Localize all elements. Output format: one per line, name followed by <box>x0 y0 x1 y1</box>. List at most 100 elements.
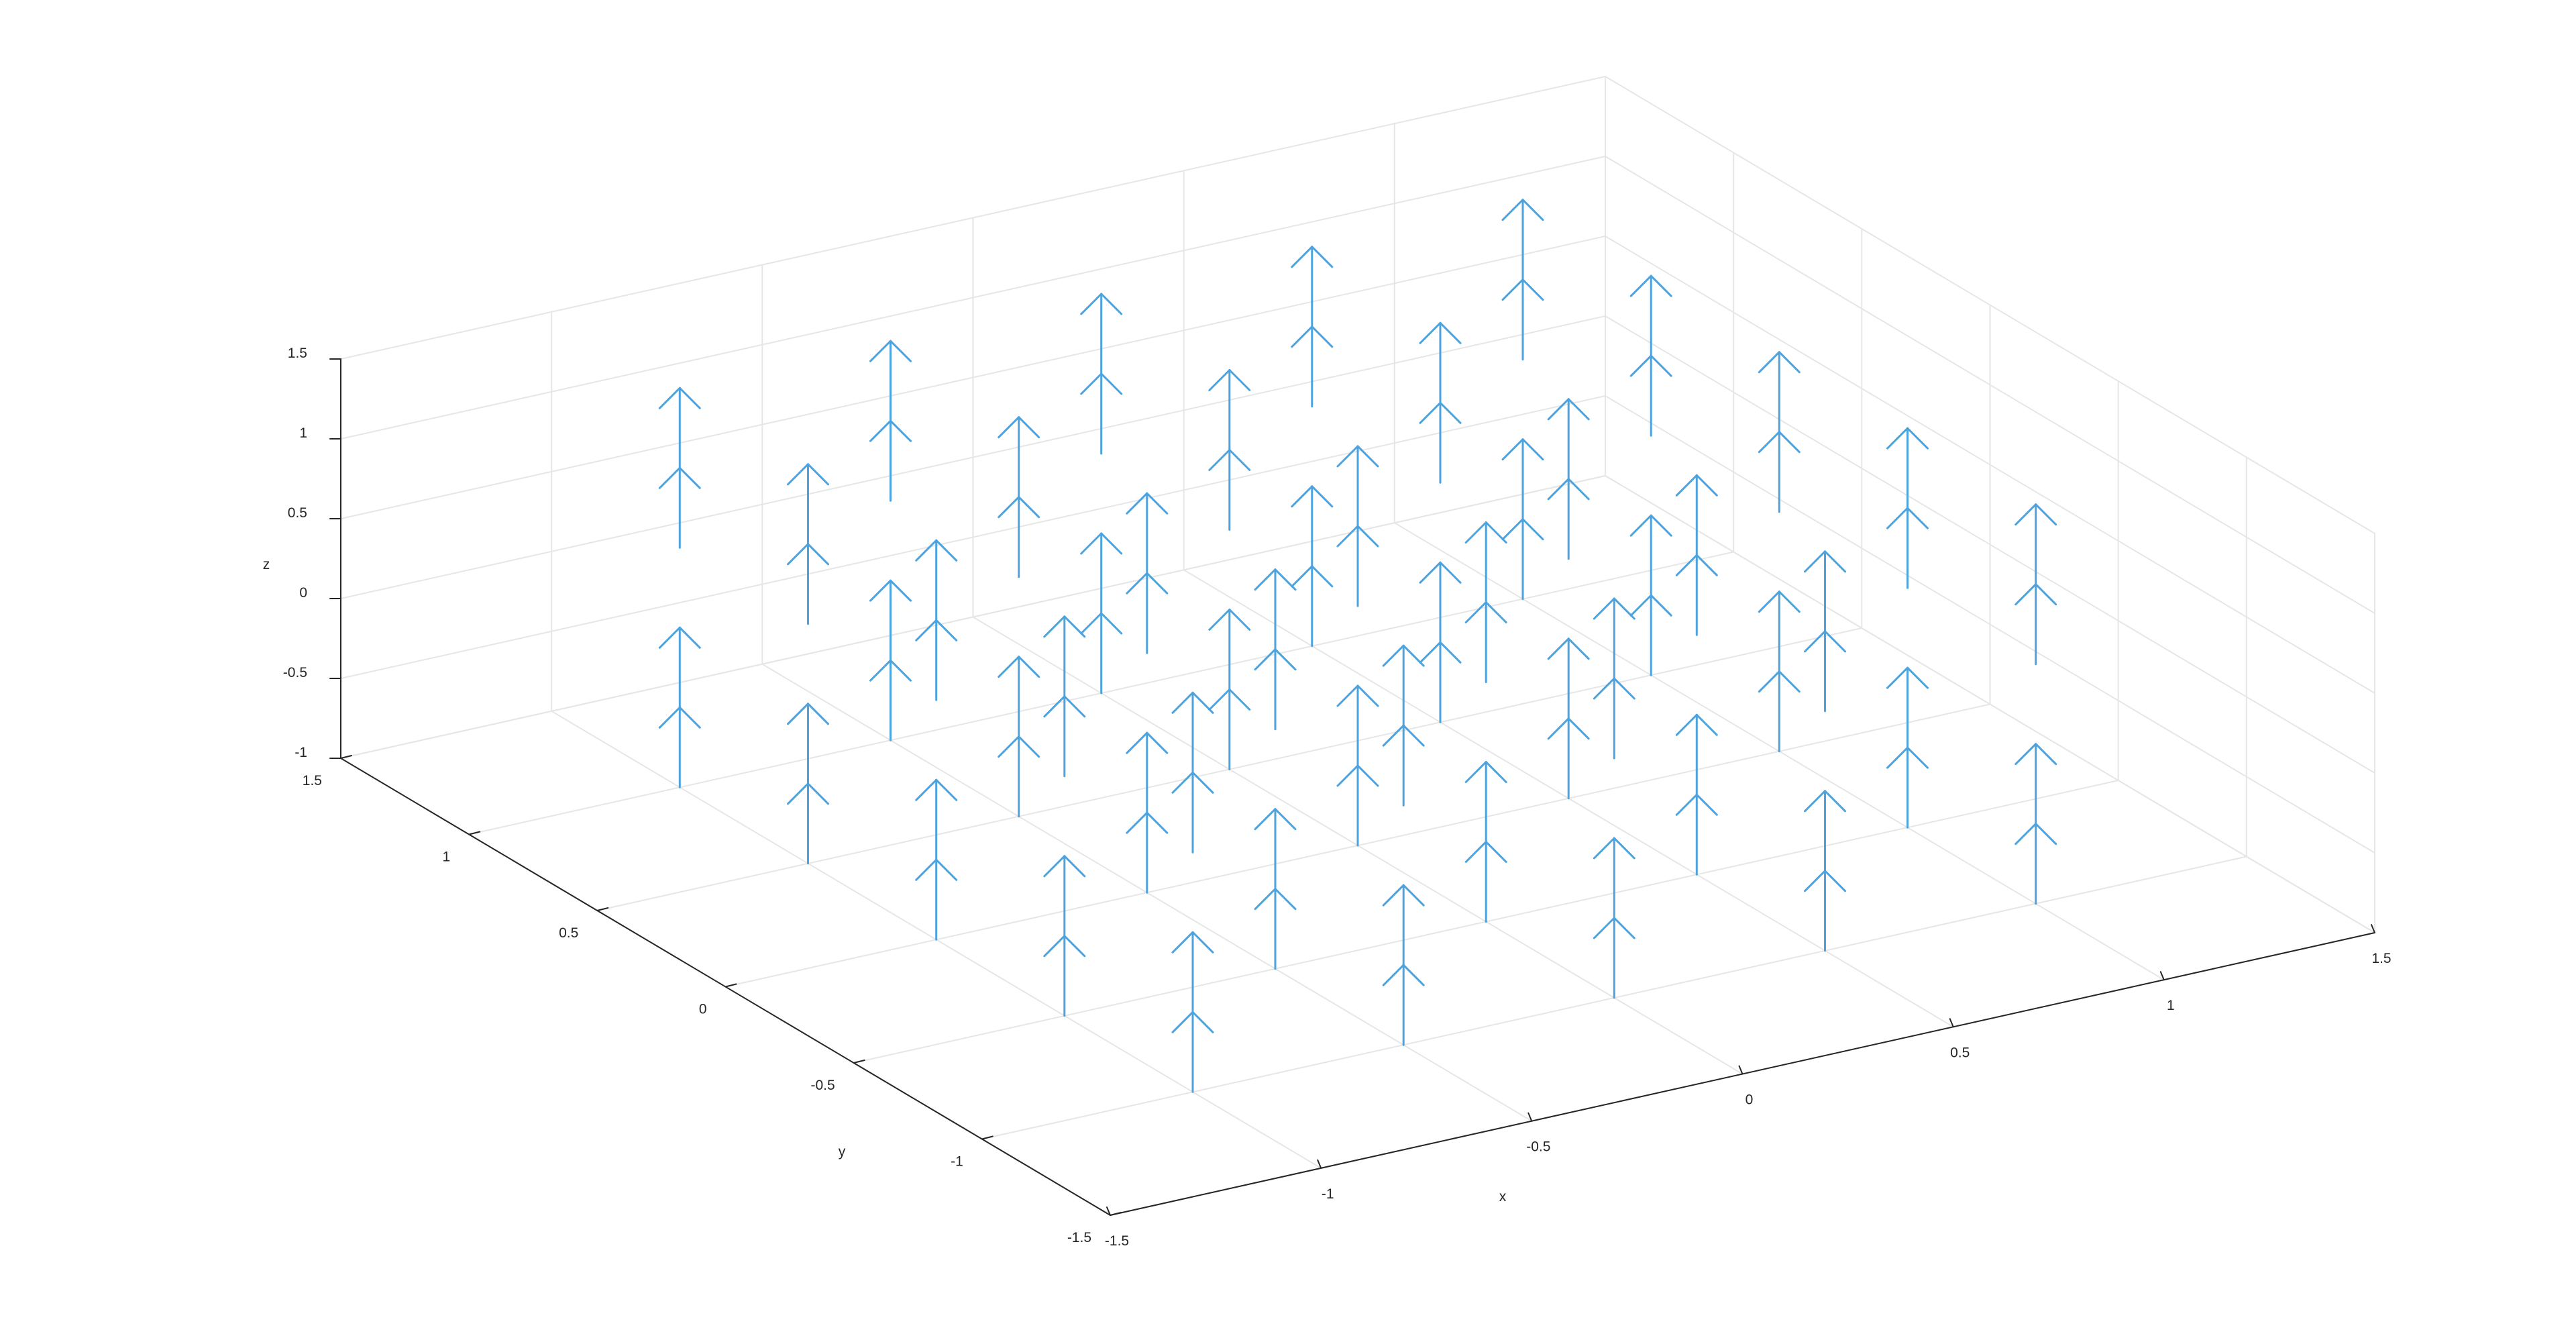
arrow-head-left <box>1171 691 1194 714</box>
back-wall-grid-line <box>340 156 1606 440</box>
arrow-head-left <box>1629 514 1652 537</box>
arrow-head-left <box>1758 670 1780 693</box>
arrow-head-left <box>1043 855 1066 878</box>
arrow-head-right <box>1567 637 1590 660</box>
arrow-head-right <box>1146 492 1169 515</box>
arrow-head-left <box>1171 931 1194 954</box>
quiver-arrow <box>1208 369 1251 451</box>
arrow-head-left <box>1886 746 1909 769</box>
arrow-head-right <box>1146 731 1169 754</box>
y-tick <box>981 1135 994 1140</box>
quiver-arrow <box>1758 670 1801 753</box>
arrow-head-right <box>807 703 829 725</box>
arrow-head-left <box>1886 507 1909 529</box>
quiver-arrow <box>1254 888 1297 970</box>
arrow-head-left <box>1043 615 1066 638</box>
arrow-head-right <box>678 387 701 409</box>
quiver-arrow <box>1382 724 1425 807</box>
quiver-arrow <box>1593 837 1635 919</box>
arrow-head-right <box>1485 841 1507 863</box>
quiver-arrow <box>1080 612 1123 695</box>
arrow-head-right <box>1228 609 1251 631</box>
side-wall-grid-line <box>1605 236 2375 694</box>
arrow-head-right <box>1274 808 1297 831</box>
x-tick-label: -1 <box>1322 1186 1334 1202</box>
x-tick <box>1106 1206 1111 1216</box>
arrow-head-right <box>1356 684 1379 707</box>
arrow-head-left <box>1547 398 1570 421</box>
quiver-arrow <box>998 496 1040 578</box>
arrow-head-left <box>787 703 809 725</box>
arrow-head-right <box>678 466 701 489</box>
arrow-head-right <box>1100 372 1123 395</box>
quiver-arrow <box>1464 841 1507 923</box>
arrow-head-right <box>1063 855 1086 878</box>
quiver-arrow <box>1208 449 1251 531</box>
arrow-head-right <box>1778 351 1801 374</box>
arrow-head-right <box>1311 485 1334 508</box>
back-wall-grid-line <box>340 395 1606 679</box>
quiver-arrow <box>1382 884 1425 966</box>
arrow-head-right <box>1402 724 1425 747</box>
arrow-head-left <box>787 463 809 486</box>
arrow-head-left <box>1804 630 1826 653</box>
arrow-head-left <box>1629 274 1652 297</box>
arrow-head-right <box>1907 427 1929 450</box>
quiver-arrow <box>658 706 701 788</box>
arrow-head-left <box>1501 438 1524 461</box>
arrow-head-right <box>1824 630 1846 653</box>
arrow-head-left <box>1804 550 1826 573</box>
quiver-arrow <box>1629 514 1672 597</box>
quiver-arrow <box>1382 644 1425 727</box>
z-tick-label: 1 <box>299 425 307 441</box>
arrow-head-right <box>1191 1011 1214 1033</box>
arrow-head-right <box>1356 445 1379 468</box>
arrow-head-right <box>1521 518 1544 541</box>
quiver-arrow <box>998 416 1040 499</box>
arrow-head-right <box>935 778 958 801</box>
arrow-head-right <box>1146 572 1169 595</box>
quiver-arrow <box>1501 518 1544 601</box>
arrow-head-left <box>1419 321 1442 344</box>
arrow-head-right <box>1650 514 1672 537</box>
quiver-arrow <box>1419 321 1462 404</box>
quiver-arrow <box>1254 648 1297 731</box>
arrow-head-left <box>1336 525 1359 548</box>
quiver-arrow <box>787 543 829 625</box>
quiver-arrow <box>1464 601 1507 683</box>
z-tick-label: -0.5 <box>283 665 307 680</box>
arrow-head-left <box>1171 771 1194 794</box>
arrow-head-right <box>807 463 829 486</box>
arrow-head-right <box>1311 325 1334 348</box>
arrow-head-right <box>1018 735 1040 758</box>
arrow-head-left <box>998 656 1020 678</box>
quiver-arrow <box>1419 401 1462 484</box>
arrow-head-left <box>787 543 809 566</box>
quiver-arrow <box>1043 695 1086 778</box>
quiver-arrow <box>1382 964 1425 1046</box>
quiver-arrow <box>1886 427 1929 509</box>
quiver-arrow <box>1675 713 1718 796</box>
arrow-head-left <box>1208 688 1231 711</box>
grid-lines <box>340 76 2375 1216</box>
arrow-head-left <box>1254 888 1277 911</box>
arrow-head-left <box>1629 594 1652 617</box>
arrow-head-left <box>1208 449 1231 471</box>
arrow-head-right <box>1191 931 1214 954</box>
arrow-head-left <box>915 619 938 641</box>
arrow-head-right <box>1613 677 1635 700</box>
arrow-head-left <box>998 496 1020 519</box>
quiver-arrow <box>2015 503 2057 586</box>
quiver-arrow <box>1501 199 1544 281</box>
quiver-arrow <box>1675 793 1718 876</box>
arrow-head-left <box>1547 717 1570 740</box>
quiver-arrow <box>1126 731 1169 814</box>
quiver-arrow <box>998 735 1040 818</box>
arrow-head-left <box>1501 518 1524 541</box>
arrow-head-right <box>935 858 958 881</box>
quiver-arrow <box>1547 398 1590 480</box>
arrow-head-left <box>1804 790 1826 813</box>
arrow-head-right <box>1018 656 1040 678</box>
arrow-head-left <box>1675 793 1698 816</box>
arrow-head-left <box>915 858 938 881</box>
